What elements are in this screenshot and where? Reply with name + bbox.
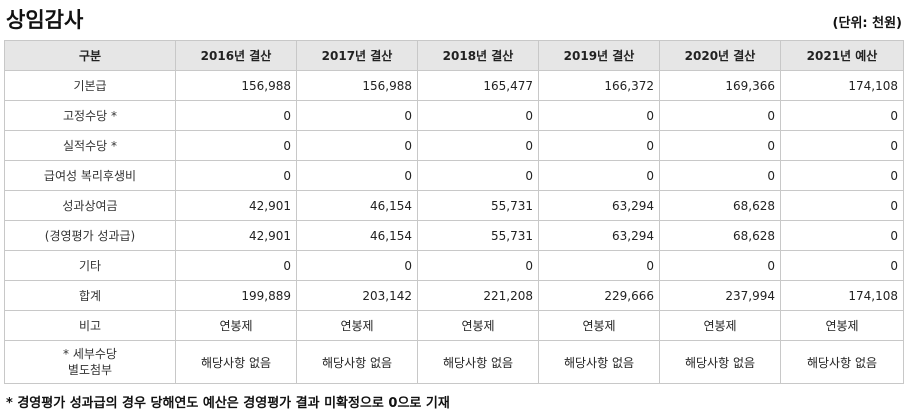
table-cell: 68,628 <box>659 220 781 251</box>
table-cell: 63,294 <box>538 190 660 221</box>
table-cell: 46,154 <box>296 190 418 221</box>
page-title: 상임감사 <box>6 8 84 32</box>
table-cell: 46,154 <box>296 220 418 251</box>
table-cell: 연봉제 <box>659 310 781 341</box>
table-row-detail: * 세부수당 별도첨부 해당사항 없음 해당사항 없음 해당사항 없음 해당사항… <box>4 340 904 384</box>
table-cell: 해당사항 없음 <box>780 340 904 384</box>
row-label: 비고 <box>4 310 176 341</box>
table-cell: 연봉제 <box>780 310 904 341</box>
table-cell: 0 <box>175 250 297 281</box>
header-2017: 2017년 결산 <box>296 40 418 71</box>
table-cell: 165,477 <box>417 70 539 101</box>
table-cell: 해당사항 없음 <box>417 340 539 384</box>
table-cell: 221,208 <box>417 280 539 311</box>
table-cell: 0 <box>780 190 904 221</box>
table-row: 실적수당 * 0 0 0 0 0 0 <box>4 130 904 161</box>
table-cell: 연봉제 <box>538 310 660 341</box>
detail-label-line2: 별도첨부 <box>67 363 113 377</box>
table-cell: 0 <box>175 130 297 161</box>
table-cell: 55,731 <box>417 190 539 221</box>
table-cell: 0 <box>538 160 660 191</box>
table-header-row: 구분 2016년 결산 2017년 결산 2018년 결산 2019년 결산 2… <box>4 40 904 71</box>
table-row: 기본급 156,988 156,988 165,477 166,372 169,366 17… <box>4 70 904 101</box>
table-cell: 156,988 <box>175 70 297 101</box>
table-cell: 42,901 <box>175 220 297 251</box>
row-label: 급여성 복리후생비 <box>4 160 176 191</box>
table-cell: 0 <box>780 220 904 251</box>
table-cell: 0 <box>417 160 539 191</box>
table-cell: 0 <box>780 250 904 281</box>
table-cell: 연봉제 <box>296 310 418 341</box>
table-cell: 0 <box>296 100 418 131</box>
table-cell: 203,142 <box>296 280 418 311</box>
table-cell: 0 <box>538 250 660 281</box>
table-cell: 0 <box>175 100 297 131</box>
header-2016: 2016년 결산 <box>175 40 297 71</box>
header-2021: 2021년 예산 <box>780 40 904 71</box>
table-cell: 174,108 <box>780 280 904 311</box>
salary-table: 구분 2016년 결산 2017년 결산 2018년 결산 2019년 결산 2… <box>4 40 904 384</box>
table-row: 급여성 복리후생비 0 0 0 0 0 0 <box>4 160 904 191</box>
row-label-detail: * 세부수당 별도첨부 <box>4 340 176 384</box>
table-cell: 0 <box>780 100 904 131</box>
table-cell: 68,628 <box>659 190 781 221</box>
table-cell: 연봉제 <box>417 310 539 341</box>
table-cell: 0 <box>780 130 904 161</box>
row-label: 실적수당 * <box>4 130 176 161</box>
table-row: 합계 199,889 203,142 221,208 229,666 237,994 174… <box>4 280 904 311</box>
table-cell: 0 <box>659 130 781 161</box>
table-cell: 0 <box>296 160 418 191</box>
table-cell: 237,994 <box>659 280 781 311</box>
table-cell: 156,988 <box>296 70 418 101</box>
table-cell: 0 <box>659 160 781 191</box>
header-category: 구분 <box>4 40 176 71</box>
table-cell: 199,889 <box>175 280 297 311</box>
table-cell: 해당사항 없음 <box>659 340 781 384</box>
table-cell: 0 <box>780 160 904 191</box>
table-cell: 해당사항 없음 <box>538 340 660 384</box>
table-cell: 0 <box>659 100 781 131</box>
table-cell: 연봉제 <box>175 310 297 341</box>
table-cell: 0 <box>417 130 539 161</box>
table-cell: 0 <box>296 130 418 161</box>
table-cell: 169,366 <box>659 70 781 101</box>
footnote: * 경영평가 성과급의 경우 당해연도 예산은 경영평가 결과 미확정으로 0으… <box>6 396 450 411</box>
row-label: 합계 <box>4 280 176 311</box>
table-row: 성과상여금 42,901 46,154 55,731 63,294 68,628 0 <box>4 190 904 221</box>
table-cell: 42,901 <box>175 190 297 221</box>
table-cell: 55,731 <box>417 220 539 251</box>
header-2019: 2019년 결산 <box>538 40 660 71</box>
unit-label: (단위: 천원) <box>832 16 902 31</box>
header: 상임감사 (단위: 천원) <box>0 0 908 38</box>
table-cell: 해당사항 없음 <box>175 340 297 384</box>
table-row: 고정수당 * 0 0 0 0 0 0 <box>4 100 904 131</box>
table-cell: 0 <box>417 250 539 281</box>
row-label: (경영평가 성과급) <box>4 220 176 251</box>
table-cell: 0 <box>659 250 781 281</box>
table-cell: 0 <box>538 100 660 131</box>
table-row: 비고 연봉제 연봉제 연봉제 연봉제 연봉제 연봉제 <box>4 310 904 341</box>
row-label: 고정수당 * <box>4 100 176 131</box>
header-2020: 2020년 결산 <box>659 40 781 71</box>
table-cell: 해당사항 없음 <box>296 340 418 384</box>
row-label: 기타 <box>4 250 176 281</box>
header-2018: 2018년 결산 <box>417 40 539 71</box>
table-cell: 229,666 <box>538 280 660 311</box>
table-cell: 0 <box>417 100 539 131</box>
row-label: 기본급 <box>4 70 176 101</box>
table-cell: 166,372 <box>538 70 660 101</box>
table-row: (경영평가 성과급) 42,901 46,154 55,731 63,294 68,628… <box>4 220 904 251</box>
table-cell: 0 <box>296 250 418 281</box>
table-row: 기타 0 0 0 0 0 0 <box>4 250 904 281</box>
table-cell: 0 <box>175 160 297 191</box>
detail-label-line1: * 세부수당 <box>63 347 117 361</box>
table-cell: 0 <box>538 130 660 161</box>
table-cell: 174,108 <box>780 70 904 101</box>
row-label: 성과상여금 <box>4 190 176 221</box>
table-cell: 63,294 <box>538 220 660 251</box>
